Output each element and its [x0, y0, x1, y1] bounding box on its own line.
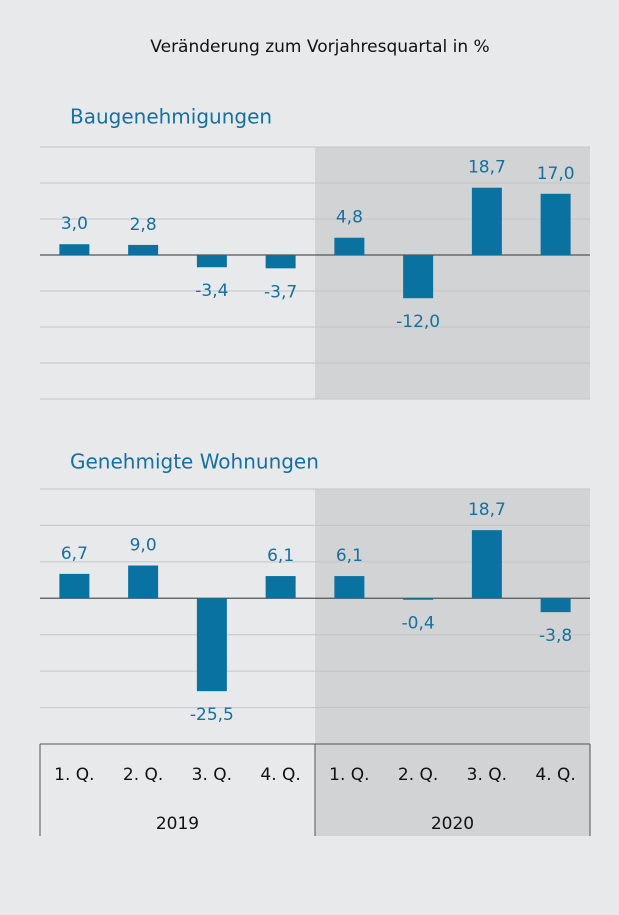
bar [334, 237, 365, 255]
group-label: 2019 [156, 814, 199, 834]
x-tick-label: 3. Q. [467, 765, 507, 785]
group-label: 2020 [431, 814, 474, 834]
x-tick-label: 4. Q. [535, 765, 575, 785]
bar [196, 255, 227, 268]
bar [265, 576, 296, 599]
value-label: -3,7 [264, 282, 297, 302]
bar [403, 255, 434, 299]
bar [128, 244, 159, 255]
x-tick-label: 1. Q. [329, 765, 369, 785]
bar [59, 573, 90, 599]
value-label: -25,5 [190, 705, 234, 725]
bar [265, 255, 296, 269]
value-label: -0,4 [402, 614, 435, 634]
bar [471, 530, 502, 599]
group-shade [315, 489, 590, 836]
value-label: 3,0 [61, 214, 88, 234]
value-label: -3,4 [195, 281, 228, 301]
bar [334, 576, 365, 599]
panel-title: Baugenehmigungen [70, 105, 272, 129]
value-label: -12,0 [396, 312, 440, 332]
bar [471, 187, 502, 255]
bar [403, 598, 434, 600]
value-label: 2,8 [130, 215, 157, 235]
value-label: 17,0 [537, 164, 575, 184]
bar [540, 598, 571, 613]
value-label: 6,1 [336, 546, 363, 566]
value-label: -3,8 [539, 626, 572, 646]
page-title: Veränderung zum Vorjahresquartal in % [150, 37, 489, 57]
bar [59, 244, 90, 255]
panel-title: Genehmigte Wohnungen [70, 450, 319, 474]
bar [128, 565, 159, 599]
x-tick-label: 2. Q. [123, 765, 163, 785]
value-label: 4,8 [336, 208, 363, 228]
x-tick-label: 2. Q. [398, 765, 438, 785]
bar [196, 598, 227, 692]
value-label: 18,7 [468, 158, 506, 178]
x-tick-label: 3. Q. [192, 765, 232, 785]
value-label: 6,7 [61, 544, 88, 564]
group-shade [315, 147, 590, 399]
value-label: 6,1 [267, 546, 294, 566]
value-label: 18,7 [468, 500, 506, 520]
value-label: 9,0 [130, 536, 157, 556]
x-tick-label: 1. Q. [54, 765, 94, 785]
bar [540, 193, 571, 255]
x-tick-label: 4. Q. [260, 765, 300, 785]
